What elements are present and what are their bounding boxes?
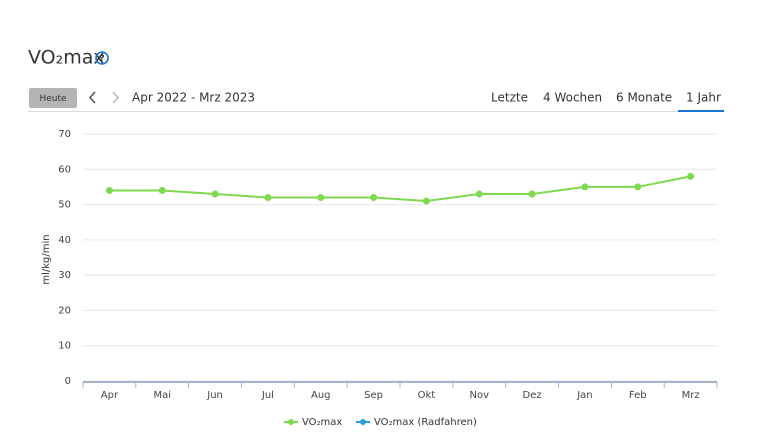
today-button[interactable] xyxy=(29,88,77,108)
data-point xyxy=(105,186,113,194)
y-tick-label: 20 xyxy=(58,305,71,316)
x-tick-label: Mrz xyxy=(682,390,700,401)
x-tick-label: Jan xyxy=(576,390,592,401)
data-point xyxy=(211,190,219,198)
x-tick-label: Apr xyxy=(101,390,119,401)
y-axis-label: ml/kg/min xyxy=(41,234,52,284)
next-arrow[interactable] xyxy=(112,91,120,104)
today-label: Heute xyxy=(39,94,67,104)
data-point xyxy=(264,194,272,202)
tab[interactable]: 4 Wochen xyxy=(543,91,602,105)
y-tick-label: 60 xyxy=(58,164,71,175)
legend-label[interactable]: VO₂max (Radfahren) xyxy=(374,417,477,428)
data-point xyxy=(581,183,589,191)
x-tick-label: Jun xyxy=(206,390,223,401)
x-tick-label: Nov xyxy=(469,390,489,401)
y-tick-label: 70 xyxy=(58,129,71,140)
data-point xyxy=(475,190,483,198)
date-range: Apr 2022 - Mrz 2023 xyxy=(132,91,255,105)
y-tick-label: 50 xyxy=(58,200,71,211)
x-tick-label: Feb xyxy=(629,390,647,401)
prev-arrow[interactable] xyxy=(88,91,96,104)
y-tick-label: 10 xyxy=(58,341,71,352)
data-point xyxy=(422,197,430,205)
data-point xyxy=(528,190,536,198)
x-tick-label: Mai xyxy=(153,390,171,401)
tab[interactable]: 1 Jahr xyxy=(686,91,721,105)
y-tick-label: 30 xyxy=(58,270,71,281)
series-line xyxy=(109,175,691,203)
data-point xyxy=(158,186,166,194)
x-tick-label: Dez xyxy=(523,390,542,401)
x-tick-label: Sep xyxy=(364,390,383,401)
legend-label[interactable]: VO₂max xyxy=(302,417,342,428)
data-point xyxy=(317,194,325,202)
data-point xyxy=(634,183,642,191)
x-tick-label: Okt xyxy=(418,390,436,401)
tab[interactable]: 6 Monate xyxy=(616,91,672,105)
x-tick-label: Jul xyxy=(261,390,274,401)
help-icon[interactable]: ? xyxy=(95,51,109,65)
y-tick-label: 0 xyxy=(65,376,71,387)
svg-text:?: ? xyxy=(99,54,104,64)
data-point xyxy=(370,194,378,202)
legend-marker xyxy=(288,419,294,425)
page-title: VO₂max xyxy=(28,47,105,69)
y-tick-label: 40 xyxy=(58,235,71,246)
legend-marker xyxy=(360,419,366,425)
data-point xyxy=(687,172,695,180)
tab[interactable]: Letzte xyxy=(491,91,528,105)
x-tick-label: Aug xyxy=(311,390,331,401)
